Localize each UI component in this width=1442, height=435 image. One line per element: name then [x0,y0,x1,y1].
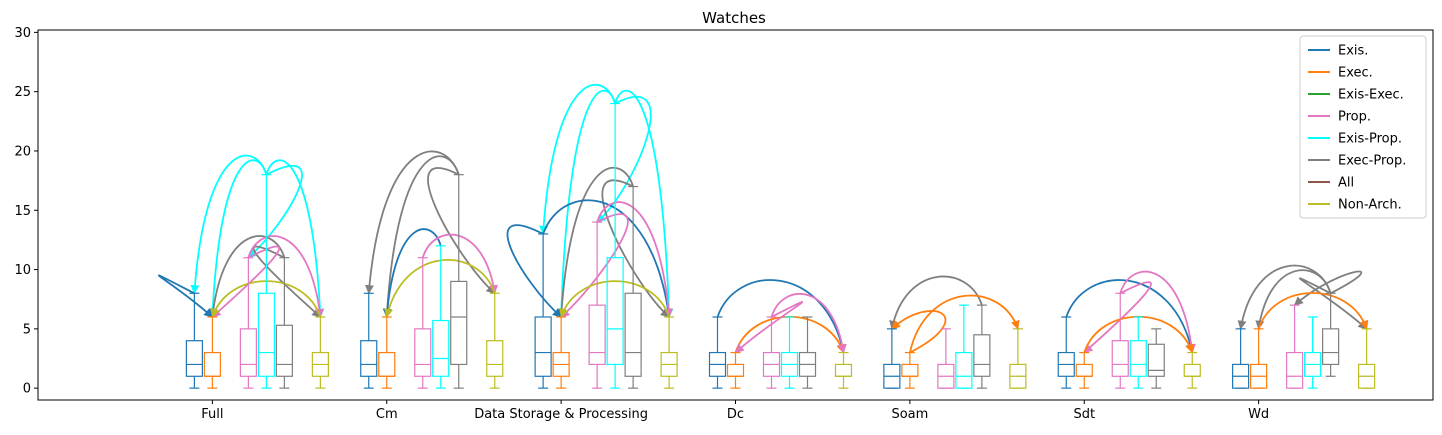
relation-arrow [1083,281,1152,354]
box-body [257,292,275,377]
relation-arrow [770,293,847,354]
relation-arrow [716,279,847,354]
legend-label: Exis-Exec. [1338,88,1404,103]
legend-label: Non-Arch. [1338,198,1402,213]
box-body [239,328,257,377]
box-body [624,292,642,377]
box-body [834,363,853,377]
legend-label: All [1338,176,1354,191]
box-body [1147,343,1165,377]
box-body [726,363,745,377]
legend-label: Exec. [1338,66,1373,81]
y-tick-label: 20 [14,144,31,159]
box-body [1286,351,1304,389]
legend-label: Exis-Prop. [1338,132,1402,147]
box-body [486,340,504,377]
relation-arrow [556,89,616,318]
box-body [606,257,624,366]
plot-frame [37,29,1434,401]
y-tick-label: 15 [14,204,31,219]
relation-arrow [1257,292,1369,330]
box-group [185,174,329,389]
box-body [955,351,973,389]
y-tick-label: 0 [23,382,31,397]
y-tick-label: 30 [14,26,31,41]
box-body [360,340,378,377]
relation-arrow [382,155,460,318]
box-body [973,334,991,377]
relation-arrow [157,274,214,318]
relation-arrow [208,159,268,318]
box-body [1129,340,1147,377]
box-body [588,304,606,366]
box-body [901,363,919,377]
relation-arrow [614,89,674,318]
box-group [534,102,678,389]
relation-arrow [557,166,634,318]
x-tick-label: Wd [1248,407,1269,422]
relation-arrow [1299,277,1368,330]
legend-label: Prop. [1338,110,1371,125]
box-group [360,174,504,389]
legend-label: Exis. [1338,44,1368,59]
relation-arrow [601,179,670,318]
y-tick-label: 25 [14,85,31,100]
relation-arrow [891,310,947,354]
x-tick-label: Soam [891,407,928,422]
box-body [1322,328,1340,366]
relation-arrow [559,280,670,318]
legend-label: Exec-Prop. [1338,154,1406,169]
relation-arrow [382,228,442,318]
x-tick-label: Full [201,407,223,422]
x-tick-label: Sdt [1073,407,1095,422]
relation-arrow [247,235,324,318]
boxes-layer [185,102,1376,389]
x-tick-label: Cm [376,407,398,422]
legend: Exis. Exec. Exis-Exec. Prop. Exis-Prop. Exec-… [1299,35,1427,219]
relation-arrow [734,301,804,354]
relation-arrow [908,294,1020,353]
relation-arrow [542,199,673,318]
x-tick-label: Data Storage & Processing [474,407,648,422]
relation-arrow [889,275,983,330]
box-body [414,328,432,377]
box-body [203,351,221,377]
box-group [708,316,853,389]
relation-arrow [560,213,629,318]
relation-arrow [265,159,325,318]
box-body [432,319,450,377]
relation-arrow [427,167,496,294]
relation-arrow [1255,269,1332,330]
box-group [1232,292,1376,389]
box-body [185,340,203,377]
y-tick-label: 10 [14,263,31,278]
legend-frame [1299,35,1427,219]
box-group [883,304,1027,389]
arrows-layer [157,83,1369,354]
y-tick-label: 5 [23,322,31,337]
relation-arrow [506,224,562,318]
axes-layer: 0 5 10 15 20 25 30 Full Cm Data Storage & Process… [14,26,1434,422]
relation-arrow [1119,270,1196,354]
relation-arrow [190,154,268,295]
relation-arrow [211,245,280,318]
box-body [275,324,293,377]
box-group [1057,292,1201,389]
box-body [450,280,468,366]
box-body [534,316,552,377]
relation-arrow [252,245,322,318]
relation-arrow [247,164,303,259]
box-body [1111,340,1129,377]
box-body [1183,363,1201,377]
relation-arrow [1065,279,1195,354]
chart-title: Watches [702,9,766,27]
box-body [1075,363,1093,377]
x-tick-label: Dc [727,407,744,422]
box-body [378,351,396,377]
